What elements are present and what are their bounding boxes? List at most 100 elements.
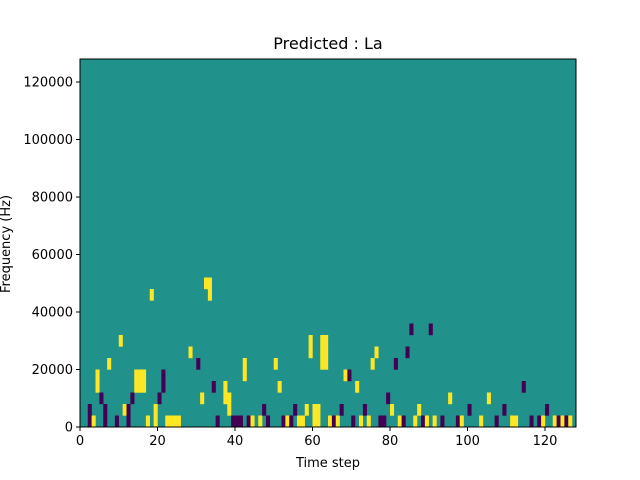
heatmap-cell <box>281 415 286 428</box>
heatmap-cell <box>510 415 515 428</box>
heatmap-cell <box>103 404 108 416</box>
heatmap-cell <box>231 415 236 428</box>
x-tick-label: 60 <box>304 434 321 449</box>
heatmap-cell <box>568 415 573 428</box>
x-tick-label: 120 <box>533 434 558 449</box>
heatmap-cell <box>312 404 317 416</box>
heatmap-cell <box>207 289 212 301</box>
heatmap-cell <box>238 415 243 428</box>
heatmap-cell <box>486 392 491 405</box>
heatmap-cell <box>246 415 251 428</box>
heatmap-cell <box>250 415 255 428</box>
heatmap-cell <box>87 404 92 416</box>
heatmap-cell <box>169 415 174 428</box>
heatmap-cell <box>266 415 271 428</box>
y-tick-label: 80000 <box>32 191 73 206</box>
heatmap-cell <box>308 346 313 359</box>
heatmap-cell <box>277 381 282 393</box>
heatmap-cell <box>455 415 460 428</box>
heatmap-cell <box>157 392 162 405</box>
heatmap-cell <box>502 404 507 416</box>
heatmap-cell <box>223 381 228 393</box>
heatmap-cell <box>560 415 565 428</box>
heatmap-cell <box>514 415 519 428</box>
x-tick-label: 40 <box>227 434 244 449</box>
x-tick-label: 100 <box>455 434 480 449</box>
heatmap-cell <box>351 415 356 428</box>
heatmap-cell <box>359 415 364 428</box>
x-tick-label: 0 <box>76 434 84 449</box>
heatmap-cell <box>366 415 371 428</box>
heatmap-cell <box>545 404 550 416</box>
heatmap-cell <box>347 369 352 382</box>
heatmap-cell <box>118 335 123 347</box>
heatmap-cell <box>320 358 325 370</box>
heatmap-background <box>80 59 576 427</box>
heatmap-cell <box>312 415 317 428</box>
heatmap-cell <box>316 415 321 428</box>
heatmap-cell <box>99 392 104 405</box>
heatmap-cell <box>204 277 209 290</box>
x-tick-label: 20 <box>149 434 166 449</box>
heatmap-cell <box>467 404 472 416</box>
heatmap-cell <box>87 415 92 428</box>
heatmap-cell <box>362 404 367 416</box>
heatmap-cell <box>324 335 329 347</box>
heatmap-cell <box>200 392 205 405</box>
heatmap-cell <box>173 415 178 428</box>
heatmap-cell <box>494 415 499 428</box>
heatmap-cell <box>126 415 131 428</box>
heatmap-cell <box>165 415 170 428</box>
heatmap-cell <box>227 392 232 405</box>
heatmap-cell <box>227 404 232 416</box>
heatmap-cell <box>541 415 546 428</box>
heatmap-cell <box>142 381 147 393</box>
heatmap-cell <box>130 392 135 405</box>
heatmap-cell <box>355 381 360 393</box>
heatmap-cell <box>149 289 154 301</box>
heatmap-cell <box>401 415 406 428</box>
plot-frame <box>79 58 577 428</box>
heatmap-cell <box>153 404 158 416</box>
heatmap-cell <box>91 415 96 428</box>
x-axis-title: Time step <box>295 456 360 471</box>
heatmap-cell <box>207 277 212 290</box>
heatmap-cell <box>297 415 302 428</box>
heatmap-cell <box>417 404 422 416</box>
heatmap-cell <box>320 346 325 359</box>
heatmap-cell <box>556 415 561 428</box>
heatmap-cell <box>428 323 433 336</box>
heatmap-cell <box>397 415 402 428</box>
heatmap-cell <box>285 415 290 428</box>
heatmap-cell <box>393 358 398 370</box>
x-axis-ticks: 0 20 40 60 80 100 120 <box>76 427 558 449</box>
heatmap-cell <box>107 358 112 370</box>
y-axis-title: Frequency (Hz) <box>0 195 14 293</box>
heatmap-cell <box>324 346 329 359</box>
heatmap-cell <box>320 335 325 347</box>
heatmap-cell <box>459 415 464 428</box>
heatmap-cell <box>223 392 228 405</box>
heatmap-cell <box>316 404 321 416</box>
heatmap-cell <box>289 415 294 428</box>
heatmap-cell <box>304 404 309 416</box>
heatmap-cell <box>142 369 147 382</box>
heatmap-cell <box>103 415 108 428</box>
y-tick-label: 100000 <box>23 133 73 148</box>
heatmap-cell <box>293 404 298 416</box>
heatmap-cell <box>448 392 453 405</box>
heatmap-cell <box>328 415 333 428</box>
heatmap-cell <box>339 404 344 416</box>
heatmap-cell <box>440 415 445 428</box>
heatmap-cell <box>235 415 240 428</box>
heatmap-cell <box>374 346 379 359</box>
heatmap-cell <box>114 415 119 428</box>
y-tick-label: 120000 <box>23 76 73 91</box>
heatmap-cell <box>386 392 391 405</box>
chart-title: Predicted : La <box>273 34 382 53</box>
heatmap-cell <box>95 381 100 393</box>
heatmap-cell <box>308 335 313 347</box>
heatmap-cell <box>161 369 166 382</box>
y-tick-label: 20000 <box>32 363 73 378</box>
